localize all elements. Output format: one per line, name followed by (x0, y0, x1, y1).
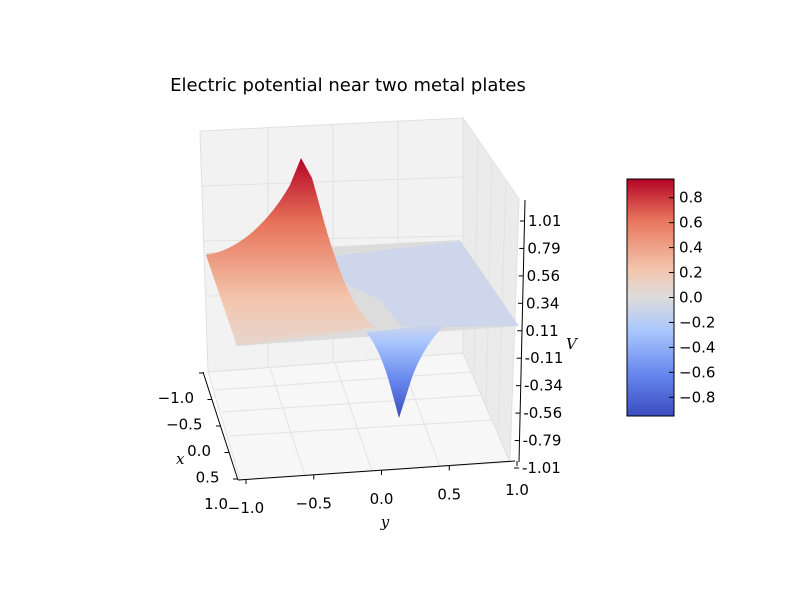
z-tick-label: -0.79 (523, 432, 562, 450)
colorbar-tick-label: −0.2 (679, 313, 715, 331)
z-tick-label: 0.56 (527, 267, 560, 285)
z-tick-label: 1.01 (528, 212, 561, 230)
x-tick-label: −0.5 (166, 416, 202, 434)
x-tick-label: 1.0 (204, 495, 228, 513)
z-tick-label: 0.79 (527, 239, 560, 257)
y-tick-label: 0.0 (370, 490, 394, 508)
colorbar-tick-label: −0.6 (679, 363, 715, 381)
colorbar: 0.8 0.6 0.4 0.2 0.0 −0.2 −0.4 −0.6 −0.8 (626, 178, 715, 417)
y-axis-label: y (380, 513, 390, 531)
z-axis-label: V (566, 335, 579, 353)
z-tick-label: -0.34 (524, 377, 563, 395)
z-tick-label: 0.34 (526, 294, 559, 312)
y-tick-label: 0.5 (437, 486, 461, 504)
colorbar-tick-label: 0.0 (679, 289, 703, 307)
potential-surface (206, 158, 519, 418)
x-tick-label: 0.5 (196, 469, 220, 487)
z-tick-label: 0.11 (525, 322, 558, 340)
surface-blue-side (318, 241, 519, 327)
x-tick-label: −1.0 (158, 389, 194, 407)
x-axis-ticks: −1.0 −0.5 0.0 0.5 1.0 (158, 372, 238, 513)
x-axis-label: x (176, 450, 185, 468)
y-tick-label: −0.5 (296, 495, 332, 513)
colorbar-tick-label: −0.4 (679, 338, 715, 356)
colorbar-tick-label: −0.8 (679, 388, 715, 406)
y-tick-label: 1.0 (505, 481, 529, 499)
y-axis-ticks: −1.0 −0.5 0.0 0.5 1.0 (228, 461, 529, 517)
colorbar-ticks: 0.8 0.6 0.4 0.2 0.0 −0.2 −0.4 −0.6 −0.8 (669, 189, 715, 406)
z-tick-label: -0.11 (525, 349, 564, 367)
colorbar-tick-label: 0.4 (679, 239, 703, 257)
positive-peak (206, 158, 374, 346)
y-tick-label: −1.0 (228, 499, 264, 517)
z-tick-label: -0.56 (523, 404, 562, 422)
z-axis-ticks: 1.01 0.79 0.56 0.34 0.11 -0.11 -0.34 -0.56 -0.79… (514, 212, 563, 477)
colorbar-tick-label: 0.6 (679, 214, 703, 232)
colorbar-tick-label: 0.8 (679, 189, 703, 207)
z-tick-label: -1.01 (522, 459, 561, 477)
negative-well (366, 322, 448, 418)
x-tick-label: 0.0 (187, 442, 211, 460)
colorbar-gradient (626, 178, 675, 417)
colorbar-tick-label: 0.2 (679, 264, 703, 282)
chart-title: Electric potential near two metal plates (170, 75, 526, 96)
